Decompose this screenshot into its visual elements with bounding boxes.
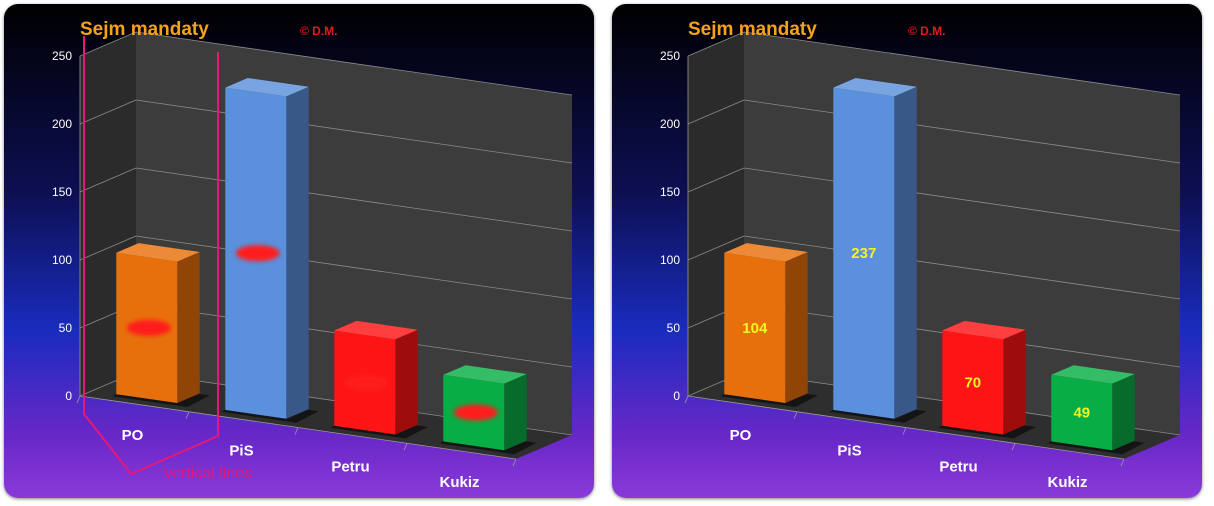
gridline <box>79 99 137 125</box>
bar-top <box>116 243 200 262</box>
bar-front <box>1051 374 1113 451</box>
bar-petru: 70 <box>938 320 1036 439</box>
bar-side <box>504 374 527 451</box>
gridline <box>79 167 137 193</box>
x-tick-mark <box>294 427 299 435</box>
y-tick-label: 100 <box>660 253 680 267</box>
y-tick-label: 200 <box>660 117 680 131</box>
data-label: 70 <box>964 374 981 391</box>
copyright-text: © D.M. <box>300 24 338 38</box>
x-tick-mark <box>793 411 798 419</box>
chart-panel-right: 0 50 100 150 200 250 104 PO 237 PiS 70 Petru 49 Kukiz… <box>612 4 1202 498</box>
bar-front <box>833 87 895 419</box>
annotation-vertical-lines <box>83 36 219 476</box>
y-tick-label: 50 <box>59 321 73 335</box>
obscured-label-mark <box>344 374 389 391</box>
data-label: 104 <box>742 320 768 337</box>
bar-kukiz <box>439 365 537 455</box>
bar-side <box>395 329 418 435</box>
gridline <box>135 167 573 232</box>
x-tick-mark <box>1120 458 1125 467</box>
gridline <box>79 235 137 261</box>
plot-area: 0 50 100 150 200 250 104 PO 237 PiS 70 Petru 49 Kukiz <box>660 31 1181 491</box>
gridline <box>79 31 137 57</box>
bar-side <box>894 86 917 419</box>
y-tick-label: 150 <box>52 185 72 199</box>
bar-side <box>785 252 808 403</box>
y-tick-label: 250 <box>660 49 680 63</box>
x-tick-mark <box>902 427 907 435</box>
y-tick-label: 0 <box>673 389 680 403</box>
bar-top <box>942 320 1026 340</box>
gridline <box>135 31 573 96</box>
gridline <box>743 167 1181 232</box>
x-tick-mark <box>185 411 190 419</box>
y-tick-label: 0 <box>65 389 72 403</box>
bar-top <box>724 243 808 262</box>
data-label: 237 <box>851 245 876 262</box>
gridline <box>135 99 573 164</box>
x-tick-mark <box>512 458 517 467</box>
bar-top <box>334 320 418 340</box>
bar-chart-left: 0 50 100 150 200 250 PO PiS Petru Kukiz Sejm mand… <box>52 19 573 491</box>
x-tick-label: PO <box>122 427 144 444</box>
x-tick-label: Petru <box>331 458 369 475</box>
x-tick-mark <box>403 443 408 451</box>
plot-area: 0 50 100 150 200 250 PO PiS Petru Kukiz <box>52 31 573 491</box>
chart-panel-left: 0 50 100 150 200 250 PO PiS Petru Kukiz Sejm mand… <box>4 4 594 498</box>
y-tick-label: 150 <box>660 185 680 199</box>
bar-side <box>1112 374 1135 451</box>
y-tick-label: 250 <box>52 49 72 63</box>
bar-petru <box>330 320 428 439</box>
bar-top <box>833 78 917 97</box>
x-tick-label: Petru <box>939 458 977 475</box>
gridline <box>135 235 573 300</box>
bar-front <box>942 330 1004 435</box>
bar-po <box>112 243 210 407</box>
gridline <box>687 235 745 261</box>
chart-title: Sejm mandaty <box>80 19 209 40</box>
x-tick-label: PiS <box>229 443 253 460</box>
gridline <box>687 167 745 193</box>
x-tick-label: Kukiz <box>1047 474 1087 491</box>
x-tick-mark <box>1011 443 1016 451</box>
gridline <box>743 99 1181 164</box>
bar-chart-right: 0 50 100 150 200 250 104 PO 237 PiS 70 Petru 49 Kukiz… <box>660 19 1181 491</box>
annotation-text: vertical lines <box>164 465 252 482</box>
chart-title: Sejm mandaty <box>688 19 817 40</box>
y-tick-label: 50 <box>667 321 681 335</box>
bar-top <box>1051 365 1135 384</box>
bar-pis <box>221 78 319 423</box>
x-tick-label: PO <box>730 427 752 444</box>
bar-side <box>286 86 309 419</box>
x-tick-mark <box>684 395 689 404</box>
y-tick-label: 100 <box>52 253 72 267</box>
copyright-text: © D.M. <box>908 24 946 38</box>
bar-pis: 237 <box>829 78 927 423</box>
x-tick-mark <box>76 395 81 404</box>
gridline <box>743 235 1181 300</box>
bar-top <box>443 365 527 384</box>
bar-top <box>225 78 309 97</box>
data-label: 49 <box>1073 405 1090 422</box>
bar-front <box>724 252 786 403</box>
bar-side <box>177 252 200 403</box>
bar-side <box>1003 329 1026 435</box>
gridline <box>687 99 745 125</box>
obscured-label-mark <box>126 319 171 336</box>
y-tick-label: 200 <box>52 117 72 131</box>
gridline <box>743 31 1181 96</box>
obscured-label-mark <box>235 245 280 262</box>
x-tick-label: PiS <box>837 443 861 460</box>
obscured-label-mark <box>453 404 498 421</box>
bar-po: 104 <box>720 243 818 407</box>
gridline <box>687 31 745 57</box>
bar-kukiz: 49 <box>1047 365 1145 455</box>
x-tick-label: Kukiz <box>439 474 479 491</box>
